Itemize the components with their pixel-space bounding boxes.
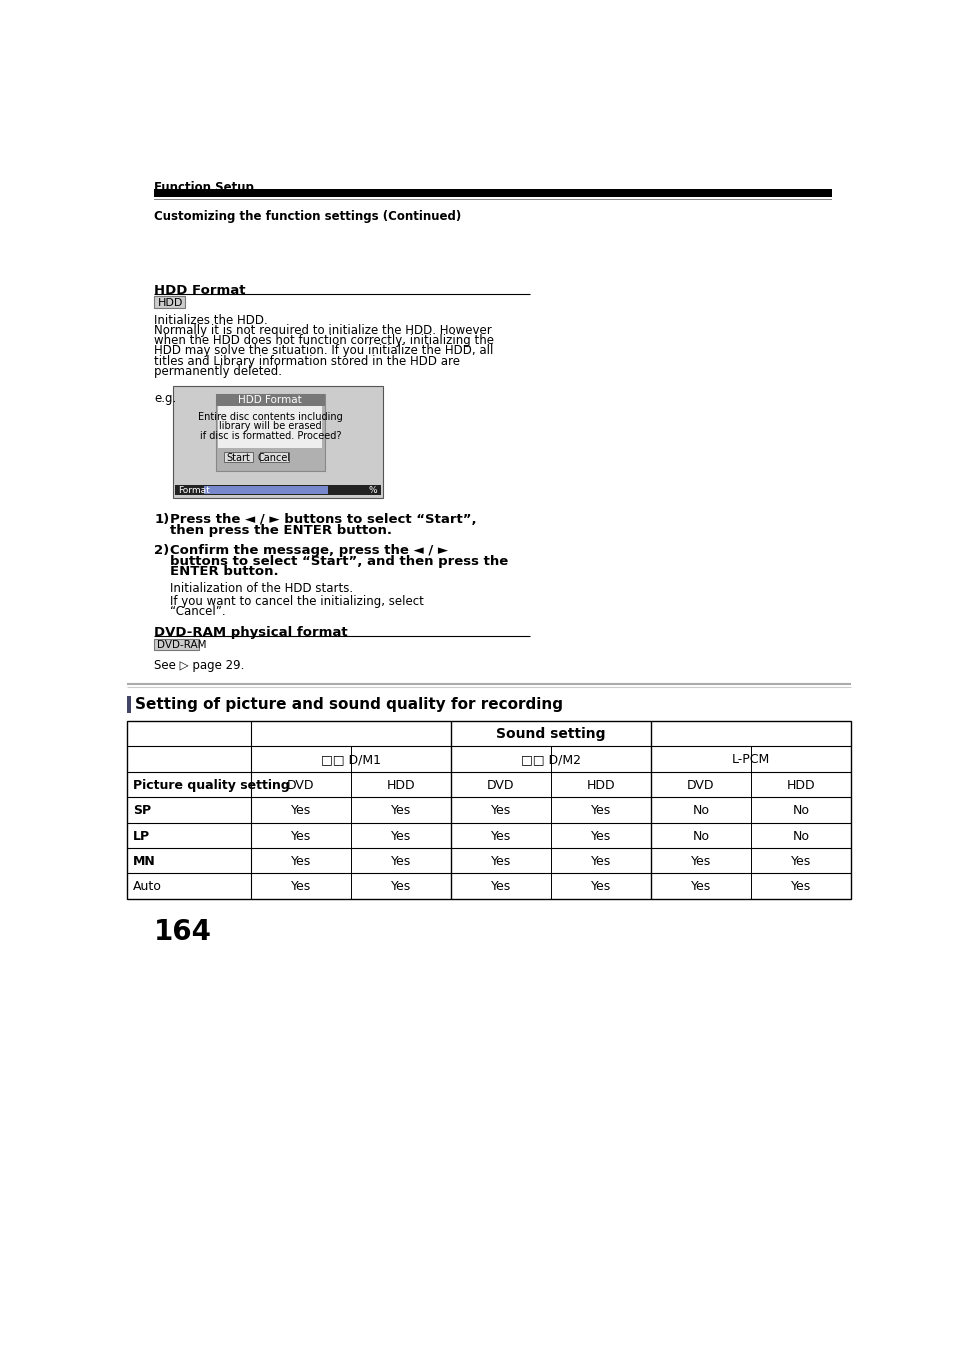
Text: □□ D/M1: □□ D/M1	[320, 753, 380, 767]
Text: HDD Format: HDD Format	[238, 396, 302, 405]
Text: See ▷ page 29.: See ▷ page 29.	[154, 659, 244, 672]
Text: DVD-RAM: DVD-RAM	[157, 640, 207, 651]
Text: Start: Start	[227, 454, 251, 463]
Text: “Cancel”.: “Cancel”.	[170, 605, 225, 618]
Text: No: No	[692, 830, 709, 842]
Text: Yes: Yes	[490, 805, 511, 817]
Text: 2): 2)	[154, 544, 170, 558]
Text: then press the ENTER button.: then press the ENTER button.	[170, 524, 392, 537]
Text: Cancel: Cancel	[257, 454, 291, 463]
Text: Yes: Yes	[291, 830, 311, 842]
Text: Yes: Yes	[291, 805, 311, 817]
Text: DVD-RAM physical format: DVD-RAM physical format	[154, 626, 348, 640]
Text: DVD: DVD	[686, 779, 714, 791]
Text: Yes: Yes	[490, 830, 511, 842]
Text: Initialization of the HDD starts.: Initialization of the HDD starts.	[170, 582, 353, 595]
Bar	[216, 394, 324, 406]
Text: If you want to cancel the initializing, select: If you want to cancel the initializing, …	[170, 595, 423, 608]
Text: No: No	[792, 830, 808, 842]
Text: ENTER button.: ENTER button.	[170, 566, 278, 579]
Text: Yes: Yes	[391, 805, 411, 817]
Text: HDD may solve the situation. If you initialize the HDD, all: HDD may solve the situation. If you init…	[154, 344, 493, 358]
Text: HDD Format: HDD Format	[154, 284, 245, 297]
Text: □□ D/M2: □□ D/M2	[520, 753, 580, 767]
Text: MN: MN	[133, 855, 155, 868]
Text: if disc is formatted. Proceed?: if disc is formatted. Proceed?	[199, 431, 341, 440]
Bar	[174, 485, 381, 495]
Text: Normally it is not required to initialize the HDD. However: Normally it is not required to initializ…	[154, 324, 492, 338]
Text: Yes: Yes	[391, 830, 411, 842]
Bar	[204, 486, 328, 494]
Text: Function Setup: Function Setup	[154, 181, 253, 194]
Text: LP: LP	[133, 830, 151, 842]
Text: HDD: HDD	[785, 779, 814, 791]
Text: Yes: Yes	[490, 855, 511, 868]
Text: %: %	[369, 486, 377, 495]
Text: Confirm the message, press the ◄ / ►: Confirm the message, press the ◄ / ►	[170, 544, 447, 558]
Text: HDD: HDD	[586, 779, 615, 791]
Bar	[127, 695, 131, 713]
Text: Initializes the HDD.: Initializes the HDD.	[154, 315, 268, 328]
Bar	[127, 721, 850, 899]
Text: Picture quality setting: Picture quality setting	[133, 779, 290, 791]
Text: DVD: DVD	[287, 779, 314, 791]
Text: e.g.: e.g.	[154, 393, 176, 405]
Text: L-PCM: L-PCM	[731, 753, 769, 767]
Text: Yes: Yes	[291, 855, 311, 868]
Bar	[216, 394, 324, 471]
Text: Yes: Yes	[291, 880, 311, 894]
Text: titles and Library information stored in the HDD are: titles and Library information stored in…	[154, 355, 459, 367]
Bar	[259, 451, 289, 462]
Text: DVD: DVD	[487, 779, 515, 791]
Text: HDD: HDD	[386, 779, 415, 791]
Text: Yes: Yes	[391, 880, 411, 894]
Text: 164: 164	[154, 918, 212, 946]
Text: Yes: Yes	[590, 830, 611, 842]
Bar	[154, 189, 831, 197]
Text: Customizing the function settings (Continued): Customizing the function settings (Conti…	[154, 209, 461, 223]
Bar	[154, 639, 199, 651]
Text: Format: Format	[178, 486, 210, 495]
Bar	[154, 296, 185, 308]
Text: 1): 1)	[154, 513, 170, 526]
Text: Yes: Yes	[490, 880, 511, 894]
Text: Setting of picture and sound quality for recording: Setting of picture and sound quality for…	[134, 697, 562, 713]
Text: permanently deleted.: permanently deleted.	[154, 364, 282, 378]
Text: Entire disc contents including: Entire disc contents including	[198, 412, 342, 423]
Text: Yes: Yes	[790, 855, 810, 868]
Text: Press the ◄ / ► buttons to select “Start”,: Press the ◄ / ► buttons to select “Start…	[170, 513, 476, 526]
Bar	[173, 386, 382, 498]
Text: library will be erased: library will be erased	[219, 421, 321, 432]
Bar	[224, 451, 253, 462]
Text: Sound setting: Sound setting	[496, 728, 605, 741]
Text: No: No	[792, 805, 808, 817]
Bar	[218, 406, 322, 448]
Text: Yes: Yes	[690, 855, 710, 868]
Text: buttons to select “Start”, and then press the: buttons to select “Start”, and then pres…	[170, 555, 507, 568]
Text: Yes: Yes	[590, 880, 611, 894]
Text: Yes: Yes	[690, 880, 710, 894]
Text: Yes: Yes	[391, 855, 411, 868]
Text: SP: SP	[133, 805, 152, 817]
Text: HDD: HDD	[158, 297, 183, 308]
Text: when the HDD does not function correctly, initializing the: when the HDD does not function correctly…	[154, 335, 494, 347]
Text: Yes: Yes	[790, 880, 810, 894]
Text: Yes: Yes	[590, 855, 611, 868]
Text: Yes: Yes	[590, 805, 611, 817]
Text: Auto: Auto	[133, 880, 162, 894]
Text: No: No	[692, 805, 709, 817]
